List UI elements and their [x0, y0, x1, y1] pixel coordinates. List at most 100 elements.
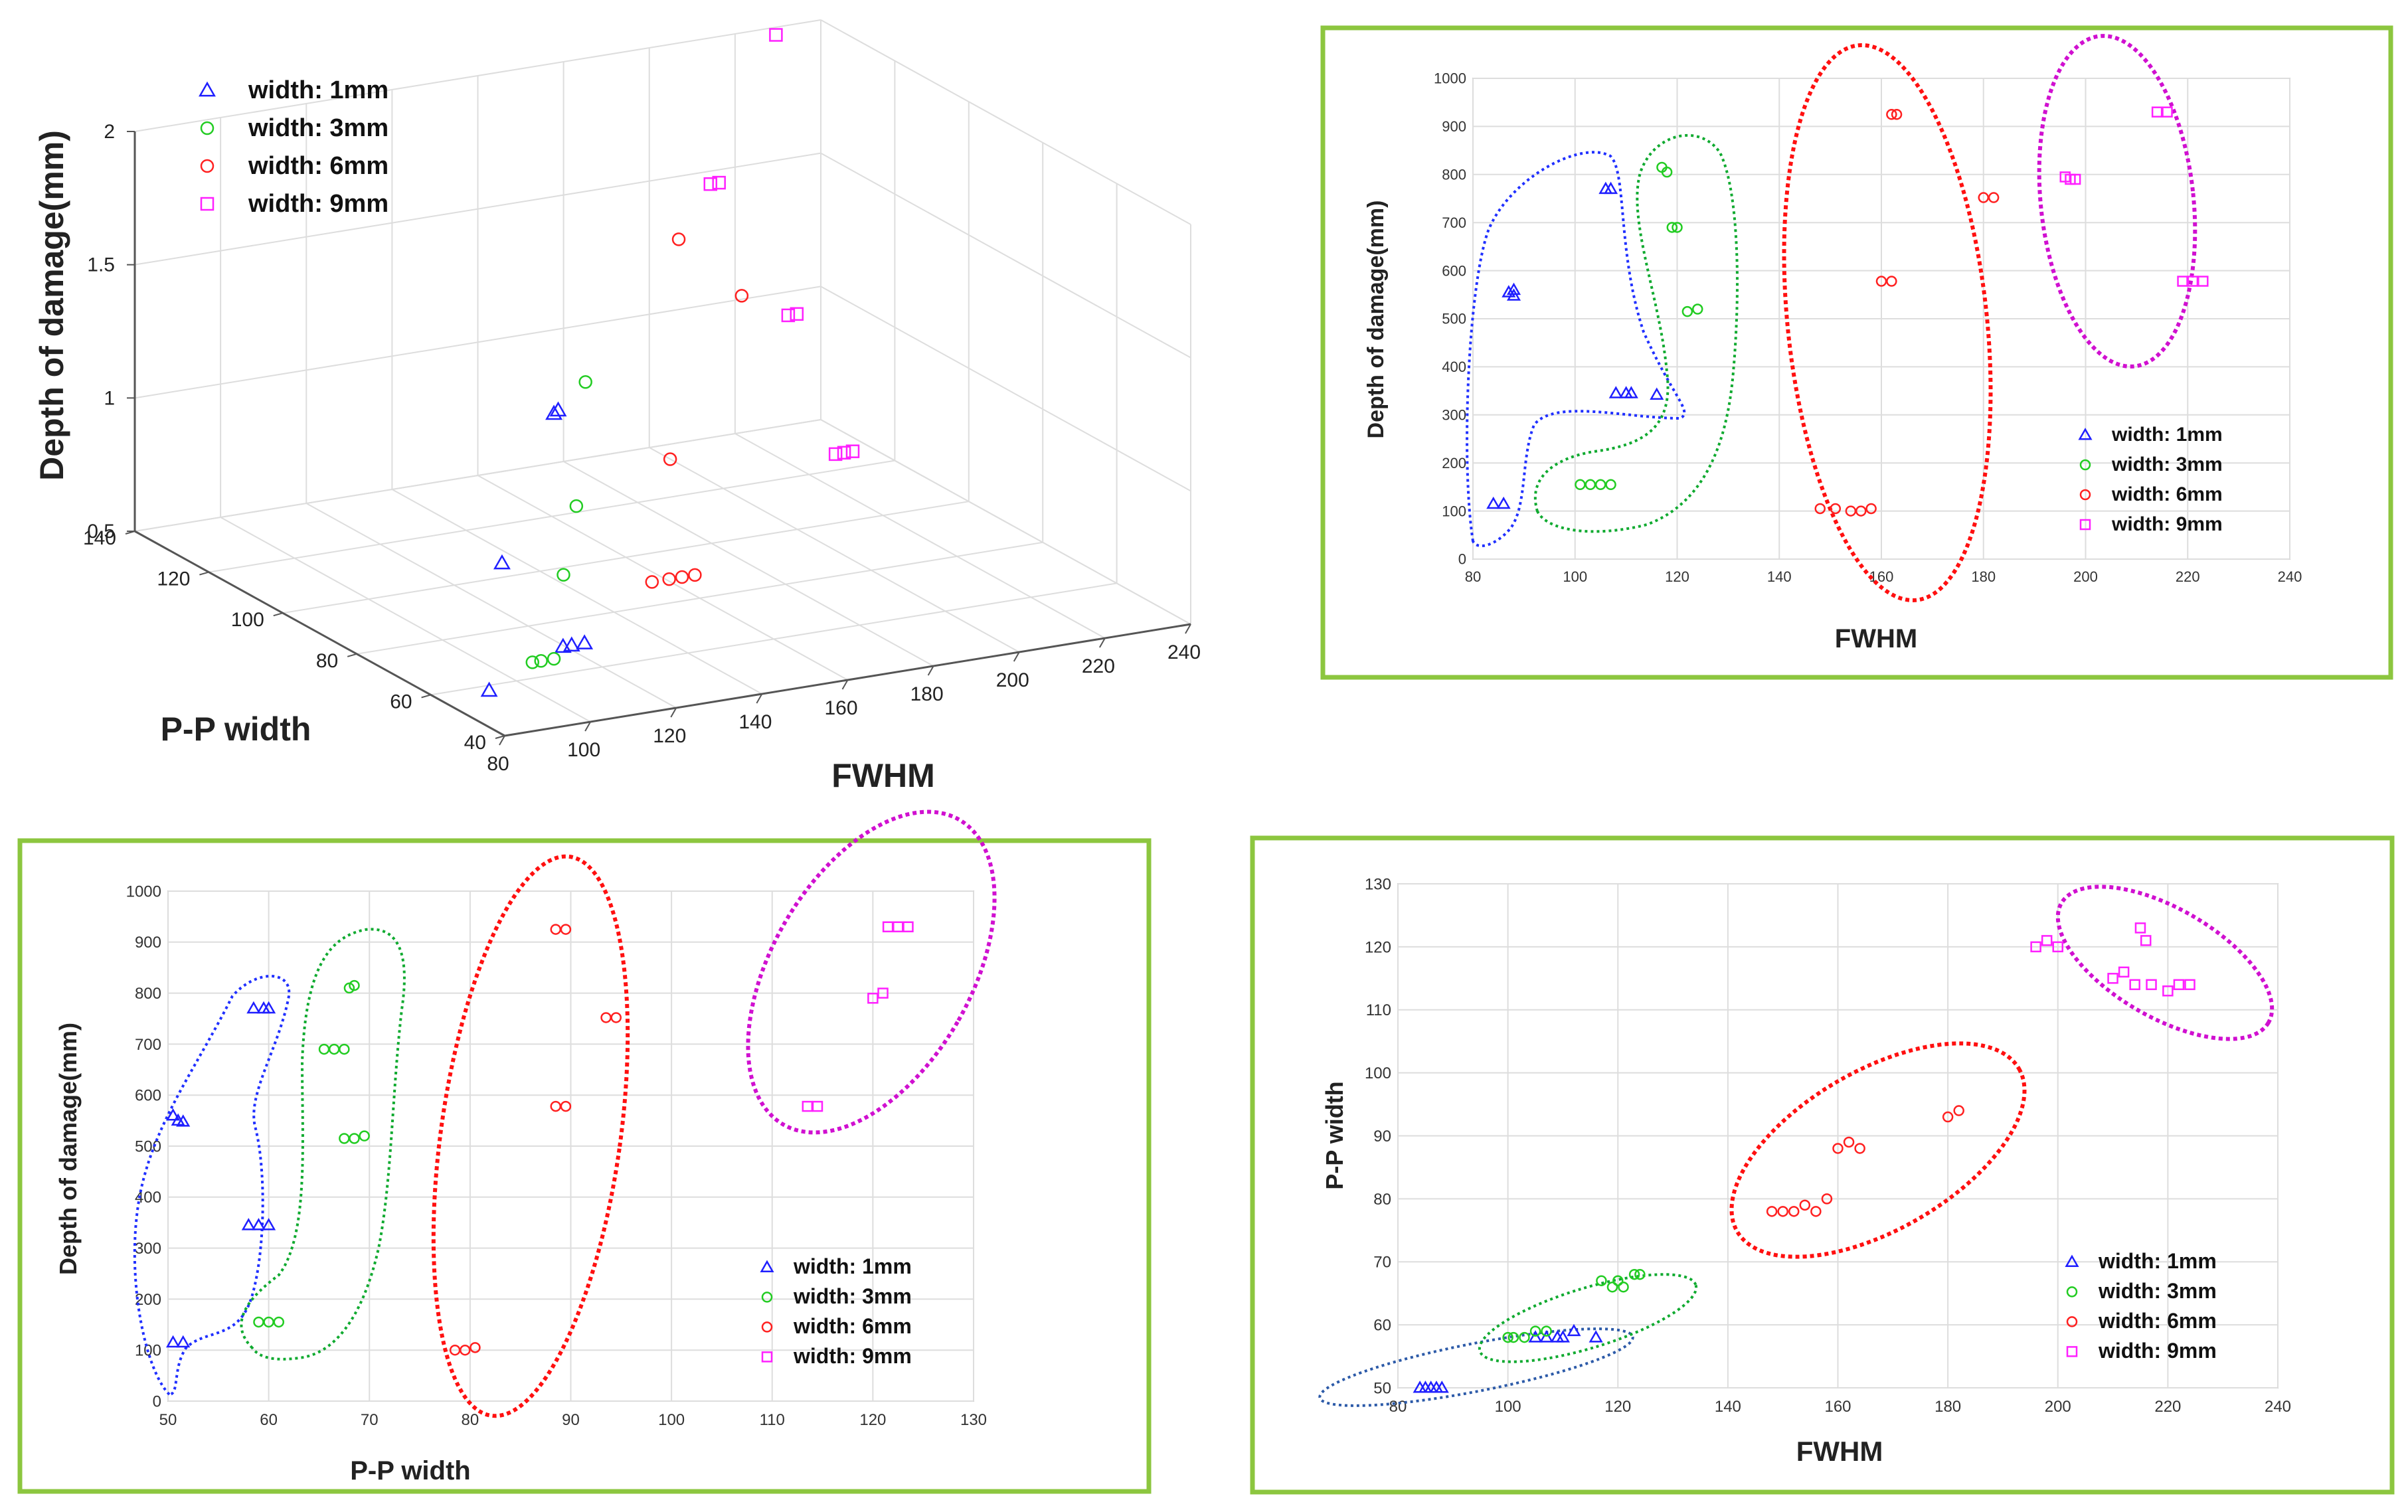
data-point: [1666, 222, 1678, 233]
y-tick-label: 400: [1442, 359, 1466, 375]
cluster-outline-9mm: [2037, 34, 2197, 369]
floor-gridline: [305, 503, 677, 709]
data-point: [1854, 1143, 1865, 1154]
y-tick-label: 80: [316, 650, 338, 672]
data-point: [1608, 386, 1623, 398]
side-wall-gridline: [820, 286, 1191, 492]
x-tick-label: 80: [462, 1411, 479, 1429]
legend-label: width: 6mm: [248, 152, 388, 180]
x-tick-label: 140: [738, 711, 772, 733]
legend-marker: [761, 1321, 773, 1333]
data-point: [1777, 1206, 1788, 1217]
floor-gridline: [734, 433, 1106, 639]
data-point: [349, 979, 360, 991]
floor-gridline: [209, 460, 895, 573]
y-tick-label: 110: [1366, 1001, 1391, 1019]
legend-marker: [2065, 1254, 2079, 1267]
y-axis-line: [134, 530, 505, 737]
y-tick-label: 600: [135, 1087, 161, 1105]
panel-frame-ppwidth-depth: [17, 838, 1152, 1494]
chart-fwhm-ppwidth-ylabel: P-P width: [1321, 1081, 1348, 1189]
floor-gridline: [282, 501, 969, 614]
data-point: [480, 681, 498, 697]
floor-gridline: [649, 447, 1020, 653]
data-point: [2030, 941, 2041, 953]
legend-marker: [760, 1260, 774, 1272]
x-tick-label: 240: [2278, 568, 2302, 585]
legend-label: width: 6mm: [2098, 1309, 2217, 1333]
data-point: [1618, 1281, 1629, 1293]
data-point: [1855, 505, 1867, 517]
data-point: [1539, 1330, 1554, 1343]
y-tick-label: 120: [157, 568, 190, 590]
chart-fwhm-depth-marks: [1486, 106, 2209, 517]
data-point: [2140, 935, 2152, 946]
data-point: [1575, 479, 1586, 491]
x-tick-label: 200: [996, 669, 1029, 691]
legend-label: width: 9mm: [248, 190, 388, 218]
legend-marker: [761, 1351, 773, 1363]
floor-gridline: [563, 461, 934, 667]
data-point: [1672, 222, 1683, 233]
data-point: [262, 1001, 276, 1014]
y-tick-label: 90: [1373, 1128, 1391, 1145]
x-tick-label: 80: [1389, 1398, 1407, 1416]
chart-fwhm-ppwidth-marks: [1413, 922, 2195, 1393]
chart-ppwidth-depth-ylabel: Depth of damage(mm): [54, 1023, 82, 1275]
floor-gridline: [220, 517, 591, 722]
data-point: [1634, 1268, 1646, 1280]
data-point: [1604, 181, 1618, 195]
y-tick-label: 70: [1373, 1254, 1391, 1272]
data-point: [1555, 1330, 1570, 1343]
data-point: [166, 1108, 181, 1121]
chart-fwhm-depth-ticks: 80 100 120 140 160 180 200 220 24001002003004005…: [1434, 70, 2302, 585]
data-point: [1506, 282, 1521, 295]
data-point: [1661, 166, 1673, 178]
data-point: [251, 1218, 266, 1230]
z-tick-label: 1: [104, 387, 115, 409]
x-tick-label: 120: [859, 1411, 886, 1429]
data-point: [560, 924, 572, 935]
data-point: [1692, 303, 1703, 315]
data-point: [645, 575, 659, 589]
cluster-outline-6mm: [1729, 1041, 2027, 1259]
legend-marker: [200, 197, 215, 211]
data-point: [1612, 1275, 1624, 1286]
x-tick-mark: [499, 735, 505, 746]
x-tick-label: 140: [1715, 1398, 1741, 1416]
legend-marker: [2066, 1316, 2078, 1327]
x-tick-mark: [670, 707, 677, 718]
y-tick-label: 700: [1442, 214, 1466, 231]
data-point: [845, 444, 860, 458]
data-point: [1650, 387, 1664, 400]
legend-marker: [2066, 1346, 2078, 1357]
chart-fwhm-depth-legend: width: 1mm width: 3mm width: 6mm width: 9mm: [2078, 424, 2223, 535]
legend-marker: [2079, 459, 2091, 471]
chart-3d-ylabel: P-P width: [161, 711, 311, 748]
chart-3d-marks: [480, 28, 860, 697]
data-point: [176, 1335, 191, 1348]
chart-ppwidth-vs-depth: 50 60 70 80 90 100 110 120 130010020030040050060…: [54, 809, 997, 1485]
x-tick-label: 140: [1767, 568, 1792, 585]
y-tick-label: 900: [135, 934, 161, 952]
x-tick-label: 120: [653, 725, 686, 747]
data-point: [1567, 1323, 1581, 1337]
chart-fwhm-depth-xlabel: FWHM: [1835, 624, 1917, 653]
data-point: [1502, 285, 1516, 297]
data-point: [2151, 106, 2163, 118]
chart-fwhm-depth-clusters: [1466, 34, 2197, 602]
y-tick-label: 800: [135, 985, 161, 1003]
y-tick-label: 100: [1365, 1064, 1391, 1082]
x-tick-label: 180: [910, 683, 944, 705]
y-tick-label: 100: [231, 609, 264, 631]
x-tick-mark: [1185, 624, 1191, 634]
y-tick-label: 1000: [1434, 70, 1466, 87]
x-tick-label: 120: [1604, 1398, 1631, 1416]
z-tick-label: 1.5: [87, 254, 115, 276]
back-wall-gridline: [134, 152, 821, 266]
x-tick-mark: [584, 721, 591, 732]
x-tick-label: 160: [824, 697, 857, 719]
legend-label: width: 1mm: [248, 76, 388, 104]
data-point: [2118, 966, 2130, 978]
